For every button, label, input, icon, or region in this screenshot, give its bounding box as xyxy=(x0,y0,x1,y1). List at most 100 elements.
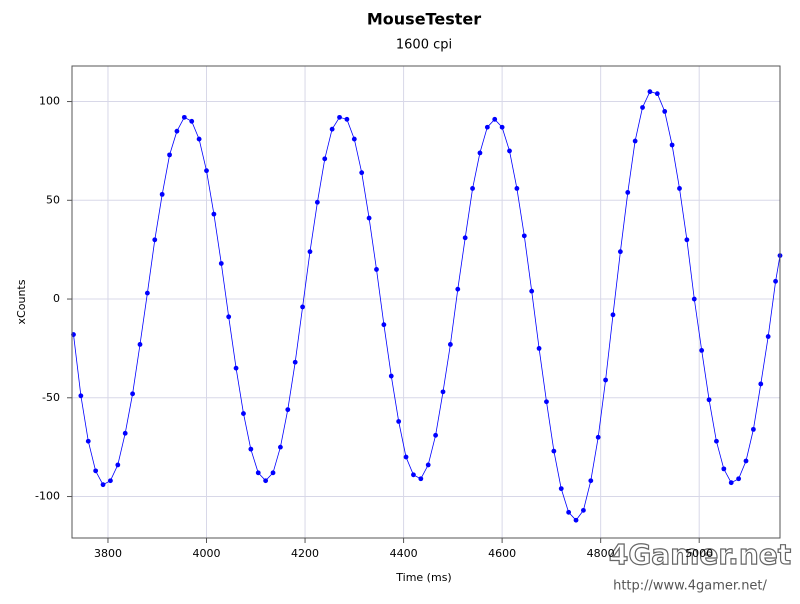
data-point xyxy=(344,116,350,122)
data-point xyxy=(351,136,357,142)
data-point xyxy=(750,426,756,432)
data-point xyxy=(292,359,298,365)
x-tick-label: 3800 xyxy=(94,547,122,560)
y-tick-label: -50 xyxy=(42,391,60,404)
data-point xyxy=(714,438,719,444)
data-point xyxy=(144,290,150,296)
data-point xyxy=(654,91,660,97)
data-point xyxy=(447,342,453,347)
x-tick-label: 4400 xyxy=(390,547,418,560)
data-point xyxy=(211,211,217,217)
chart-title: MouseTester xyxy=(367,10,481,29)
data-point xyxy=(684,237,690,243)
data-point xyxy=(263,478,269,484)
data-point xyxy=(167,152,172,158)
data-point xyxy=(100,482,106,488)
data-point xyxy=(218,261,224,266)
data-point xyxy=(677,186,682,191)
x-tick-label: 4200 xyxy=(291,547,319,560)
data-point xyxy=(743,458,749,464)
watermark-url: http://www.4gamer.net/ xyxy=(613,579,767,594)
data-point xyxy=(440,389,446,395)
data-point xyxy=(137,342,143,347)
data-point xyxy=(411,472,416,478)
data-point xyxy=(773,278,778,284)
data-point xyxy=(610,312,616,318)
data-point xyxy=(477,150,483,156)
data-point xyxy=(329,126,335,132)
data-point xyxy=(122,430,128,436)
y-tick-label: 0 xyxy=(53,292,60,305)
data-point xyxy=(669,142,675,148)
data-point xyxy=(691,296,697,302)
data-point xyxy=(514,186,520,191)
data-point xyxy=(632,138,638,144)
data-point xyxy=(270,470,276,476)
y-tick-label: 100 xyxy=(39,95,60,108)
data-point xyxy=(558,486,564,492)
data-point xyxy=(374,267,379,272)
data-point xyxy=(248,446,254,452)
y-tick-label: 50 xyxy=(46,193,60,206)
data-point xyxy=(765,334,771,339)
data-point xyxy=(699,347,705,353)
data-point xyxy=(640,105,645,110)
data-point xyxy=(337,114,342,120)
data-point xyxy=(662,109,668,114)
data-point xyxy=(204,168,209,174)
chart-subtitle: 1600 cpi xyxy=(396,38,452,53)
data-point xyxy=(233,365,239,371)
data-point xyxy=(314,199,320,205)
data-point xyxy=(418,476,424,482)
data-point xyxy=(455,286,461,292)
data-point xyxy=(647,89,653,95)
x-tick-label: 5000 xyxy=(685,547,713,560)
data-point xyxy=(359,170,365,176)
data-point xyxy=(226,314,232,320)
plot-border xyxy=(71,65,781,539)
data-point xyxy=(484,124,490,130)
data-point xyxy=(78,393,84,399)
data-point xyxy=(85,438,91,444)
data-point xyxy=(470,186,475,191)
data-point xyxy=(595,434,601,440)
data-point xyxy=(159,191,165,197)
data-point xyxy=(189,118,195,124)
data-point xyxy=(381,322,387,328)
data-point xyxy=(728,480,734,486)
data-point xyxy=(536,346,542,351)
y-tick-label: -100 xyxy=(35,490,60,503)
data-point xyxy=(285,407,291,413)
data-point xyxy=(278,444,283,450)
data-point xyxy=(300,304,305,310)
data-point xyxy=(544,399,549,405)
x-tick-label: 4800 xyxy=(587,547,615,560)
data-point xyxy=(736,476,742,482)
data-point xyxy=(93,468,99,474)
data-point xyxy=(721,466,727,472)
plot-area: -100 -50 0 50 100 3800 4000 4200 4400 4600 4800 500… xyxy=(35,66,783,560)
x-tick-label: 4000 xyxy=(193,547,221,560)
data-point xyxy=(529,288,535,294)
y-axis-label: xCounts xyxy=(15,279,28,324)
data-point xyxy=(625,189,631,195)
data-point xyxy=(108,478,113,484)
data-point xyxy=(366,215,372,221)
data-point xyxy=(573,517,579,523)
data-point xyxy=(758,381,764,387)
data-point xyxy=(388,373,394,379)
data-point xyxy=(174,128,180,134)
data-point xyxy=(551,448,557,454)
data-point xyxy=(433,432,439,438)
data-point xyxy=(322,156,328,162)
x-tick-label: 4600 xyxy=(488,547,516,560)
data-point xyxy=(492,116,498,122)
data-point xyxy=(499,124,505,130)
data-point xyxy=(130,391,136,397)
data-point xyxy=(521,233,527,239)
data-point xyxy=(603,377,608,383)
data-point xyxy=(706,397,712,403)
data-point xyxy=(403,454,409,460)
